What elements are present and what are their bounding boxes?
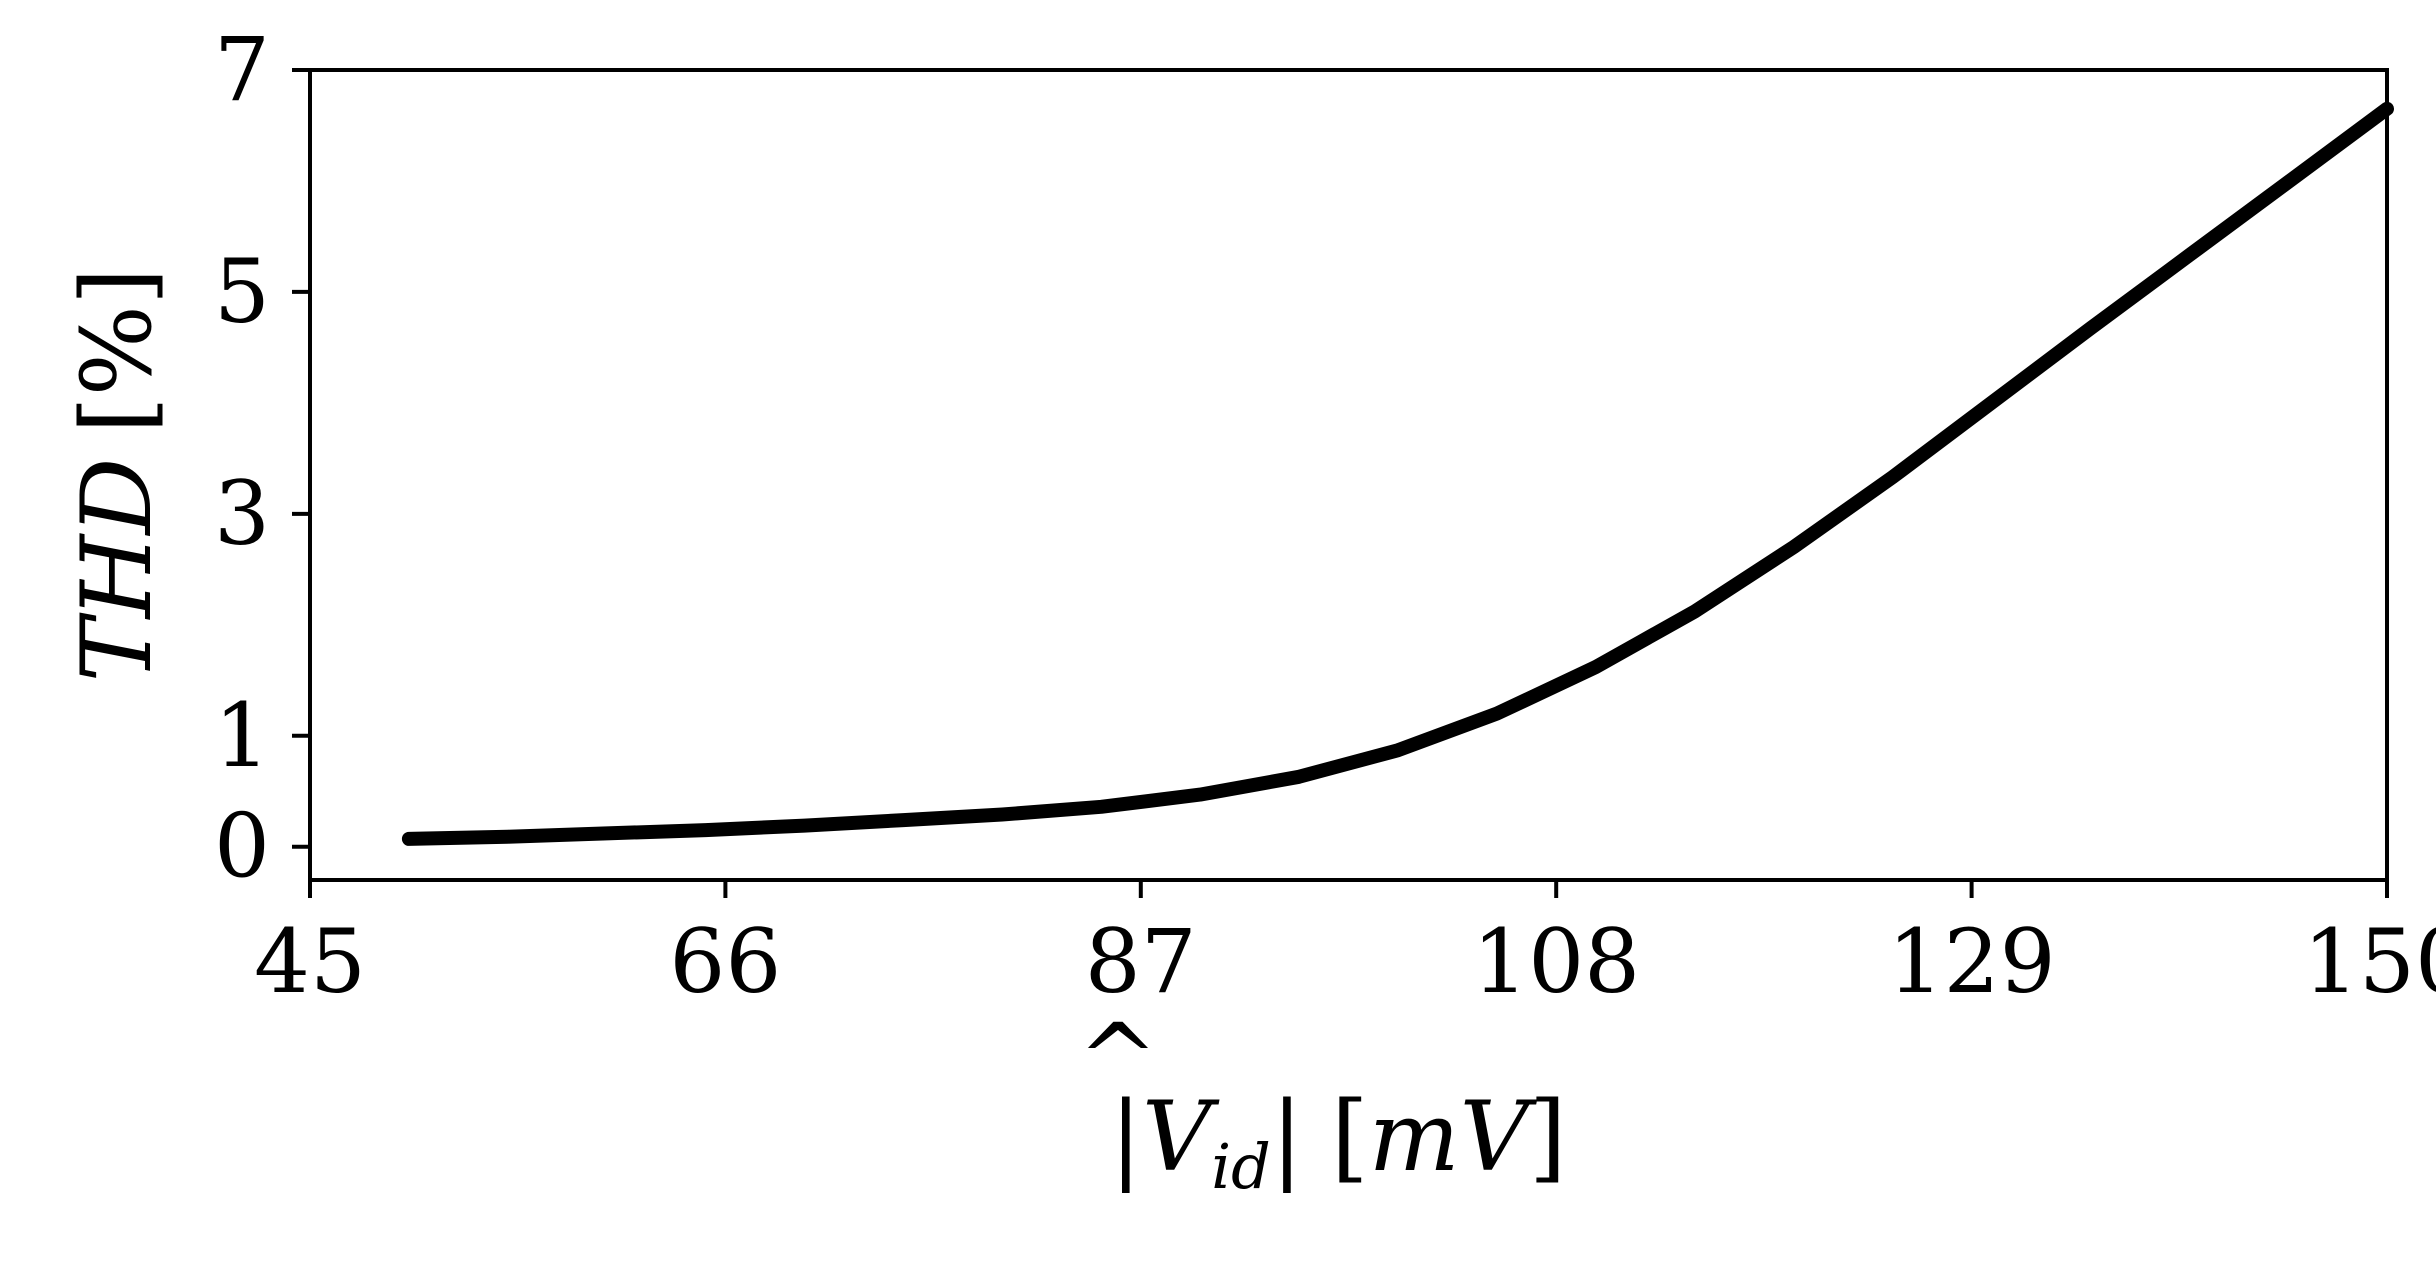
x-tick-label: 108: [1472, 910, 1640, 1013]
x-axis-label-unit-open: [: [1331, 1081, 1368, 1193]
y-tick-label: 5: [214, 240, 270, 343]
x-axis-label-unit-close: ]: [1529, 1081, 1566, 1193]
y-axis-label-unit-open: [: [61, 396, 173, 433]
x-axis-label-subscript: id: [1211, 1130, 1271, 1203]
plot-frame: [308, 68, 2389, 882]
x-tick-label: 129: [1888, 910, 2056, 1013]
x-axis-label-symbol: V: [1142, 1081, 1220, 1193]
y-axis-label-unit: %: [61, 305, 173, 396]
y-axis-label-symbol: THD: [61, 458, 173, 683]
y-tick-label: 3: [214, 462, 270, 565]
x-axis-label-close-bar: |: [1271, 1081, 1303, 1193]
thd-series-line: [401, 101, 2394, 846]
y-axis-label-unit-close: ]: [61, 268, 173, 305]
x-tick-label: 66: [669, 910, 781, 1013]
y-tick-label: 0: [214, 795, 270, 898]
y-tick-label: 7: [214, 18, 270, 121]
x-tick-label: 87: [1085, 910, 1197, 1013]
x-axis-label-unit: mV: [1369, 1081, 1538, 1193]
x-tick-label: 150: [2303, 910, 2436, 1013]
x-axis-label-hat: ^: [1078, 1003, 1158, 1115]
x-axis-label-open-bar: |: [1110, 1081, 1142, 1193]
y-axis-ticks: 01 3 5 7: [214, 18, 310, 898]
y-tick-label: 1: [214, 684, 270, 787]
x-axis-ticks: 45 66 87 108 129 150: [254, 880, 2436, 1013]
x-tick-label: 45: [254, 910, 366, 1013]
x-axis-label: |Vid| [mV]: [1110, 1081, 1567, 1203]
y-axis-label: THD [%]: [61, 268, 173, 683]
